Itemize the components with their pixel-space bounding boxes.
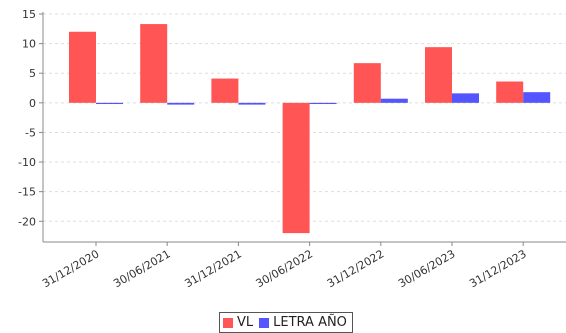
bar-vl-6 xyxy=(425,47,452,103)
x-tick-label: 31/12/2020 xyxy=(40,247,101,290)
legend-swatch-vl xyxy=(223,317,233,328)
bar-letra-ano-2 xyxy=(167,102,195,105)
y-tick-label: -15 xyxy=(18,186,36,199)
bar-vl-7 xyxy=(496,81,524,103)
y-tick-label: 0 xyxy=(29,97,36,110)
bar-vl-5 xyxy=(353,63,381,103)
x-tick-label: 31/12/2022 xyxy=(325,247,386,290)
bar-vl-2 xyxy=(140,24,168,103)
y-tick-label: 10 xyxy=(22,38,36,51)
bars xyxy=(69,24,551,234)
bar-letra-ano-5 xyxy=(380,98,408,103)
bar-vl-3 xyxy=(211,78,239,103)
x-tick-label: 31/12/2023 xyxy=(467,247,528,290)
legend-label-letra-ano: LETRA AÑO xyxy=(273,315,347,330)
legend-label-vl: VL xyxy=(237,315,254,330)
legend: VL LETRA AÑO xyxy=(219,312,353,333)
bar-letra-ano-1 xyxy=(96,102,123,105)
bar-vl-4 xyxy=(282,102,310,234)
y-tick-label: 5 xyxy=(29,67,36,80)
x-tick-label: 30/06/2021 xyxy=(111,247,172,290)
legend-swatch-letra-ano xyxy=(259,317,270,328)
y-tick-label: 15 xyxy=(22,8,36,21)
bar-letra-ano-3 xyxy=(238,102,266,105)
y-tick-label: -20 xyxy=(18,215,36,228)
axes xyxy=(42,12,566,243)
y-axis-ticks: -20 -15 -10 -5 0 5 10 15 xyxy=(18,8,43,228)
y-tick-label: -5 xyxy=(25,126,36,139)
x-tick-label: 30/06/2023 xyxy=(396,247,457,290)
x-tick-label: 31/12/2021 xyxy=(182,247,243,290)
x-axis-ticks: 31/12/2020 30/06/2021 31/12/2021 30/06/2022… xyxy=(40,242,529,290)
legend-item-vl: VL xyxy=(223,315,253,330)
legend-item-letra-ano: LETRA AÑO xyxy=(259,315,347,330)
bar-letra-ano-4 xyxy=(309,102,337,105)
bar-letra-ano-6 xyxy=(452,93,479,103)
x-tick-label: 30/06/2022 xyxy=(254,247,315,290)
bar-vl-1 xyxy=(69,31,96,103)
bar-letra-ano-7 xyxy=(523,92,551,103)
y-tick-label: -10 xyxy=(18,156,36,169)
